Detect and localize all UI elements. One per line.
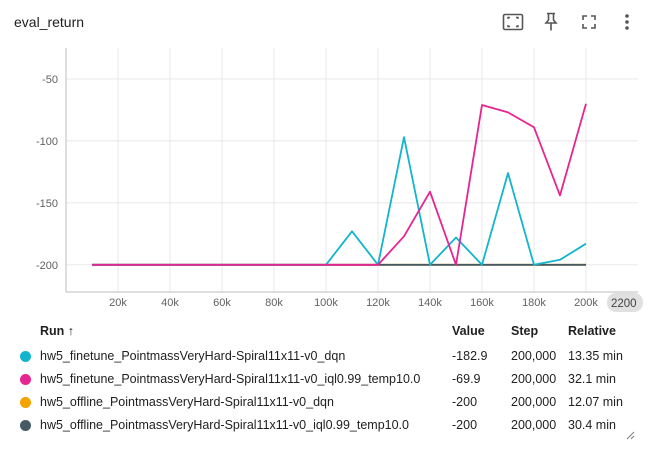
value-column-header[interactable]: Value [452, 324, 485, 338]
run-name: hw5_finetune_PointmassVeryHard-Spiral11x… [40, 372, 421, 386]
series-color-dot [20, 374, 31, 385]
y-tick-label: -150 [36, 198, 58, 210]
pin-icon [544, 12, 558, 31]
legend-row[interactable]: hw5_offline_PointmassVeryHard-Spiral11x1… [0, 414, 653, 437]
run-name: hw5_finetune_PointmassVeryHard-Spiral11x… [40, 349, 346, 363]
run-relative-time: 30.4 min [568, 418, 616, 432]
x-tick-label: 160k [470, 297, 494, 309]
run-name: hw5_offline_PointmassVeryHard-Spiral11x1… [40, 418, 409, 432]
run-step: 200,000 [511, 395, 557, 409]
run-step: 200,000 [511, 349, 557, 363]
legend-row[interactable]: hw5_offline_PointmassVeryHard-Spiral11x1… [0, 391, 653, 414]
y-tick-label: -50 [42, 74, 58, 86]
resize-handle-icon[interactable] [625, 430, 635, 440]
run-value: -200 [452, 418, 478, 432]
more-vert-icon [625, 14, 629, 30]
run-step: 200,000 [511, 418, 557, 432]
more-options-button[interactable] [611, 9, 643, 35]
x-tick-label: 140k [418, 297, 442, 309]
legend-row[interactable]: hw5_finetune_PointmassVeryHard-Spiral11x… [0, 368, 653, 391]
x-tick-label: 120k [366, 297, 390, 309]
legend-table: Run ↑ Value Step Relative hw5_finetune_P… [0, 322, 653, 437]
fit-domain-icon [502, 13, 524, 31]
fullscreen-icon [582, 15, 596, 29]
run-value: -182.9 [452, 349, 488, 363]
fullscreen-button[interactable] [573, 9, 605, 35]
legend-row[interactable]: hw5_finetune_PointmassVeryHard-Spiral11x… [0, 345, 653, 368]
line-chart[interactable]: 20k 40k 60k 80k 100k 120k 140k 160k 180k 200k -50 -… [0, 40, 653, 320]
relative-column-header[interactable]: Relative [568, 324, 616, 338]
x-tick-label: 180k [522, 297, 546, 309]
x-edge-label: 2200 [611, 298, 637, 310]
series-color-dot [20, 397, 31, 408]
legend-header: Run ↑ Value Step Relative [0, 322, 653, 345]
series-color-dot [20, 351, 31, 362]
x-tick-label: 60k [213, 297, 231, 309]
fit-domain-button[interactable] [497, 9, 529, 35]
plot-area [66, 48, 638, 292]
x-edge-badge [607, 293, 643, 312]
pin-button[interactable] [535, 9, 567, 35]
series-color-dot [20, 420, 31, 431]
run-step: 200,000 [511, 372, 557, 386]
run-column-header[interactable]: Run ↑ [40, 324, 75, 338]
run-value: -200 [452, 395, 478, 409]
run-relative-time: 13.35 min [568, 349, 623, 363]
run-name: hw5_offline_PointmassVeryHard-Spiral11x1… [40, 395, 334, 409]
y-tick-label: -100 [36, 136, 58, 148]
x-tick-label: 40k [161, 297, 179, 309]
step-column-header[interactable]: Step [511, 324, 539, 338]
x-tick-label: 200k [574, 297, 598, 309]
x-tick-label: 80k [265, 297, 283, 309]
run-relative-time: 12.07 min [568, 395, 623, 409]
series-line-3[interactable] [92, 103, 587, 266]
y-tick-label: -200 [36, 260, 58, 272]
x-tick-label: 100k [314, 297, 338, 309]
chart-title: eval_return [14, 14, 85, 30]
run-value: -69.9 [452, 372, 481, 386]
chart-toolbar [497, 9, 643, 35]
run-relative-time: 32.1 min [568, 372, 616, 386]
x-tick-label: 20k [109, 297, 127, 309]
chart-area[interactable]: 20k 40k 60k 80k 100k 120k 140k 160k 180k 200k -50 -… [0, 40, 653, 325]
